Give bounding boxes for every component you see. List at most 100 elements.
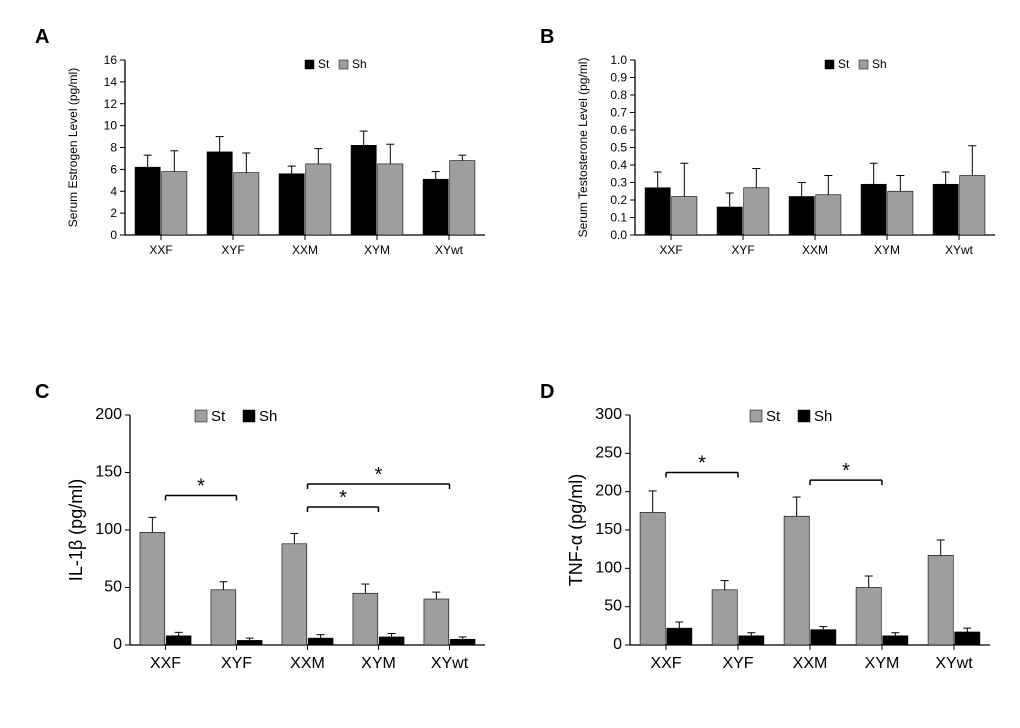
bar [424,599,449,645]
x-tick-label: XYM [361,655,396,672]
bar [861,184,886,235]
x-tick-label: XYF [221,243,244,257]
legend-label: St [211,408,226,425]
bar [960,176,985,236]
legend-swatch [339,60,348,69]
bar [739,636,764,645]
legend-swatch [825,60,834,69]
legend-swatch [195,410,207,422]
legend-swatch [750,410,762,422]
sig-star: * [698,453,706,475]
x-tick-label: XYM [865,655,900,672]
y-tick-label: 0 [110,228,117,242]
sig-star: * [197,476,205,498]
bar [166,636,191,645]
y-tick-label: 100 [95,521,122,538]
legend-swatch [859,60,868,69]
bar [282,544,307,645]
legend-swatch [243,410,255,422]
x-tick-label: XXF [650,655,681,672]
y-tick-label: 16 [104,53,118,67]
y-tick-label: 0.7 [610,106,627,120]
y-tick-label: 1.0 [610,53,627,67]
y-tick-label: 6 [110,162,117,176]
sig-star: * [842,460,850,482]
bar [888,191,913,235]
bar [353,593,378,645]
legend-label: St [766,408,781,425]
sig-star: * [375,464,383,486]
y-tick-label: 0.9 [610,71,627,85]
bar [811,630,836,645]
y-tick-label: 0 [113,636,122,653]
x-tick-label: XYF [731,243,754,257]
bar [379,637,404,645]
figure-canvas: A0246810121416Serum Estrogen Level (pg/m… [0,0,1020,723]
y-tick-label: 150 [95,464,122,481]
bar [306,164,331,235]
legend-label: St [318,57,330,71]
panel-label: C [35,381,49,403]
bar [450,639,475,645]
x-tick-label: XXM [793,655,828,672]
y-tick-label: 200 [95,406,122,423]
panel-label: D [540,381,554,403]
legend-label: Sh [352,57,367,71]
bar [450,161,475,235]
bar [207,152,232,235]
y-axis-label: IL-1β (pg/ml) [66,479,86,581]
x-tick-label: XXM [292,243,318,257]
bar [351,145,376,235]
panel-label: B [540,26,554,48]
bar [744,188,769,235]
y-tick-label: 12 [104,97,118,111]
x-tick-label: XXM [802,243,828,257]
x-tick-label: XYwt [435,243,464,257]
x-tick-label: XYM [364,243,390,257]
x-tick-label: XYF [722,655,753,672]
y-tick-label: 0.1 [610,211,627,225]
y-tick-label: 4 [110,184,117,198]
legend-swatch [798,410,810,422]
y-tick-label: 0.3 [610,176,627,190]
x-tick-label: XYM [874,243,900,257]
bar [933,184,958,235]
bar [645,188,670,235]
x-tick-label: XXF [659,243,682,257]
y-axis-label: Serum Estrogen Level (pg/ml) [66,68,80,227]
y-tick-label: 150 [595,521,622,538]
y-axis-label: Serum Testosterone Level (pg/ml) [576,58,590,238]
bar [717,207,742,235]
bar [712,590,737,645]
y-tick-label: 300 [595,406,622,423]
bar [234,173,259,235]
bar [672,197,697,236]
bar [667,628,692,645]
bar [308,638,333,645]
y-tick-label: 0.0 [610,228,627,242]
x-tick-label: XXF [150,655,181,672]
y-tick-label: 250 [595,444,622,461]
legend-label: St [838,57,850,71]
y-tick-label: 0 [613,636,622,653]
y-tick-label: 10 [104,119,118,133]
bar [883,636,908,645]
bar [279,174,304,235]
bar [784,516,809,645]
bar [928,555,953,645]
bar [423,179,448,235]
bar [856,588,881,646]
bar [640,512,665,645]
y-tick-label: 0.8 [610,88,627,102]
bar [135,167,160,235]
y-tick-label: 2 [110,206,117,220]
bar [162,172,187,235]
bar [955,632,980,645]
bar [378,164,403,235]
legend-label: Sh [872,57,887,71]
bar [789,197,814,236]
bar [211,590,236,645]
y-tick-label: 100 [595,559,622,576]
x-tick-label: XYwt [945,243,974,257]
y-tick-label: 50 [604,598,622,615]
